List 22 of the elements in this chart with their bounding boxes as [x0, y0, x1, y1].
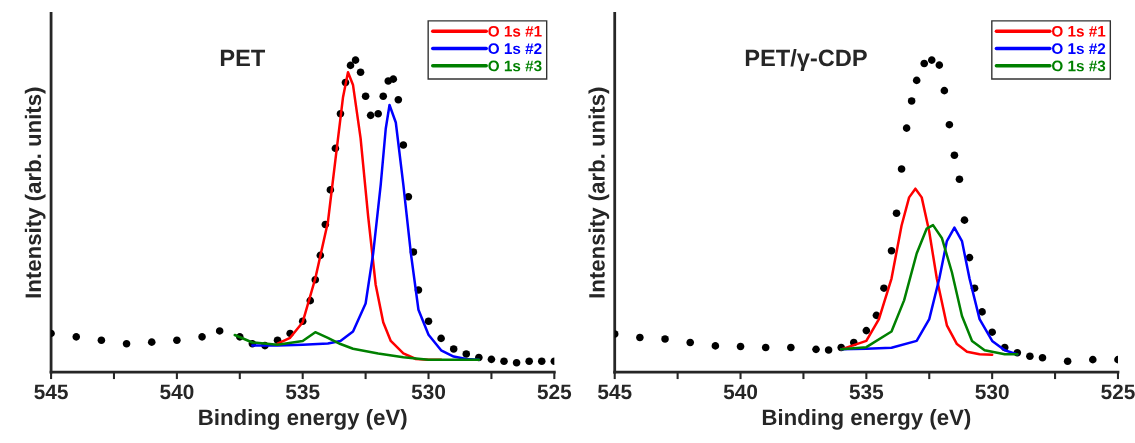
- x-tick-label: 540: [160, 384, 194, 400]
- x-tick-label: 530: [975, 384, 1009, 400]
- x-tick-label: 545: [34, 384, 68, 400]
- legend-label: O 1s #2: [488, 43, 542, 55]
- x-tick-label: 535: [285, 384, 320, 400]
- y-axis-title: Intensity (arb. units): [24, 87, 46, 298]
- x-tick-label: 535: [849, 384, 884, 400]
- x-tick-label: 530: [411, 384, 446, 400]
- annotation: PET: [220, 49, 266, 67]
- legend-label: O 1s #3: [488, 60, 542, 72]
- legend-label: O 1s #2: [1052, 43, 1106, 55]
- x-axis-title: Binding energy (eV): [762, 408, 971, 430]
- legend-label: O 1s #1: [1052, 25, 1106, 37]
- y-axis-title: Intensity (arb. units): [588, 87, 610, 298]
- x-axis-title: Binding energy (eV): [199, 408, 407, 430]
- legend-label: O 1s #1: [488, 25, 542, 37]
- x-tick-label: 525: [1101, 384, 1135, 400]
- x-tick-label: 525: [537, 384, 572, 400]
- annotation: PET/γ-CDP: [745, 48, 867, 71]
- x-tick-label: 540: [723, 384, 758, 400]
- x-tick-label: 545: [597, 384, 632, 400]
- legend-label: O 1s #3: [1052, 60, 1106, 72]
